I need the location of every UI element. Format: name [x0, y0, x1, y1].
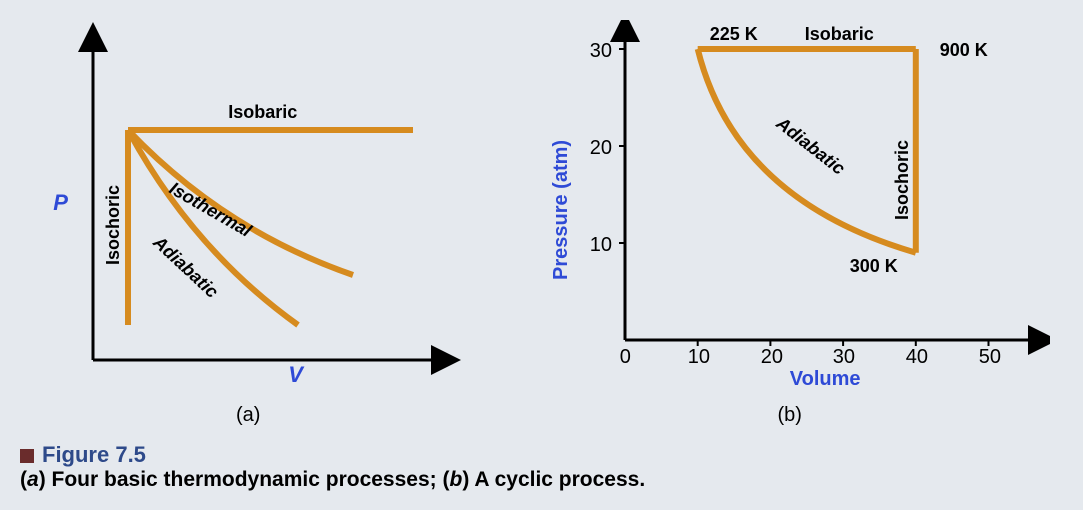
xtick-label-50: 50	[979, 346, 1001, 369]
figure-b-svg	[530, 20, 1050, 380]
ytick-label-20: 20	[590, 137, 612, 160]
figure-a-plot: P V Isobaric Isochoric Isothermal Adiaba…	[33, 20, 463, 400]
figure-b-sublabel: (b)	[530, 400, 1050, 427]
figure-a-svg	[33, 20, 463, 380]
caption-a-prefix: (	[20, 468, 27, 491]
xtick-label-40: 40	[906, 346, 928, 369]
figure-b: 30 20 10 0 10 20 30 40 50 Pressure (atm)…	[530, 20, 1050, 427]
isochoric-label: Isochoric	[103, 185, 124, 265]
caption-number: Figure 7.5	[42, 442, 146, 467]
xtick-label-20: 20	[761, 346, 783, 369]
xtick-label-10: 10	[688, 346, 710, 369]
caption-a-letter: a	[27, 468, 39, 491]
figure-a: P V Isobaric Isochoric Isothermal Adiaba…	[33, 20, 463, 427]
caption-b-suffix: ) A cyclic process.	[462, 468, 645, 491]
figure-a-sublabel: (a)	[33, 400, 463, 427]
x-axis-label: Volume	[790, 368, 861, 391]
ytick-label-30: 30	[590, 40, 612, 63]
xtick-label-30: 30	[833, 346, 855, 369]
xtick-label-0: 0	[620, 346, 631, 369]
temp-300k: 300 K	[850, 256, 898, 277]
caption-b-letter: b	[449, 468, 462, 491]
caption-a-suffix: ) Four basic thermodynamic processes; (	[39, 468, 450, 491]
y-axis-label: Pressure (atm)	[550, 140, 573, 280]
temp-225k: 225 K	[710, 24, 758, 45]
isochoric-label: Isochoric	[892, 140, 913, 220]
temp-900k: 900 K	[940, 40, 988, 61]
ytick-label-10: 10	[590, 234, 612, 257]
isobaric-label: Isobaric	[805, 24, 874, 45]
caption-bullet-icon	[20, 449, 34, 463]
isobaric-label: Isobaric	[228, 102, 297, 123]
x-axis-label: V	[288, 362, 303, 388]
y-axis-label: P	[53, 190, 68, 216]
caption-text: (a) Four basic thermodynamic processes; …	[20, 468, 645, 492]
figure-b-plot: 30 20 10 0 10 20 30 40 50 Pressure (atm)…	[530, 20, 1050, 400]
figure-caption: Figure 7.5 (a) Four basic thermodynamic …	[20, 442, 645, 492]
